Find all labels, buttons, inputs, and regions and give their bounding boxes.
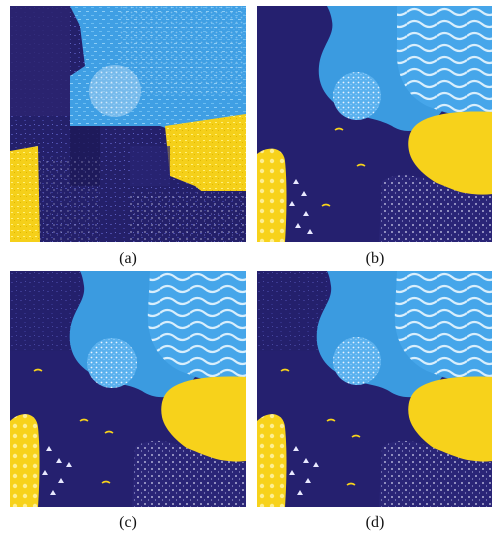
image-panel-a xyxy=(10,6,246,242)
image-panel-d xyxy=(257,271,492,507)
image-panel-c xyxy=(10,271,246,507)
refined-texture-image-d xyxy=(257,271,492,507)
refined-texture-image-c xyxy=(10,271,246,507)
noisy-texture-image xyxy=(10,6,246,242)
caption-a: (a) xyxy=(119,250,137,267)
caption-b: (b) xyxy=(365,250,385,267)
smooth-texture-image xyxy=(257,6,492,242)
image-panel-b xyxy=(257,6,492,242)
caption-c: (c) xyxy=(119,514,137,531)
caption-d: (d) xyxy=(365,514,385,531)
